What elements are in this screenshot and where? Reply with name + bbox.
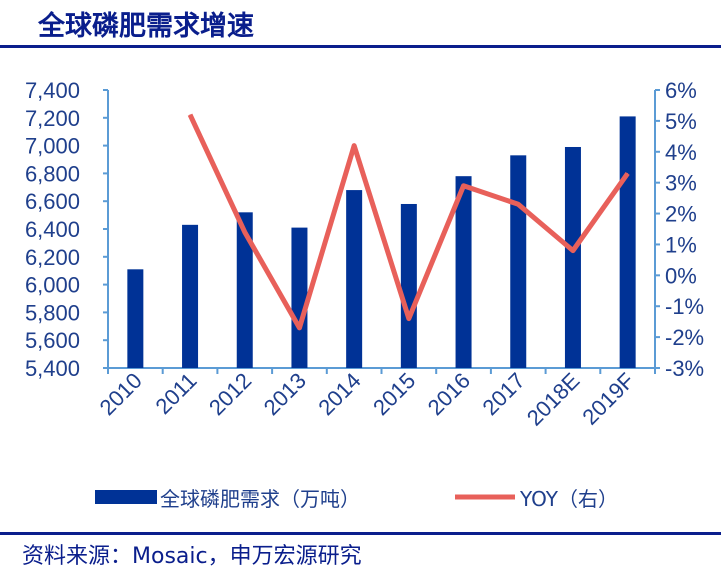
x-tick-label: 2014 [313,368,365,420]
bar-2017 [510,155,527,368]
bar-2013 [291,227,308,368]
source-note: 资料来源：Mosaic，申万宏源研究 [22,544,362,569]
legend-line-label: YOY（右） [519,487,618,511]
right-tick-label: 5% [665,109,697,134]
yoy-point-2012 [244,231,246,233]
right-tick-label: 1% [665,232,697,257]
legend-bar-swatch [95,490,157,504]
x-tick-label: 2013 [259,368,311,420]
yoy-point-2018E [572,250,574,252]
left-tick-label: 5,800 [25,300,80,325]
left-tick-label: 6,000 [25,273,80,298]
footer-divider [0,532,721,535]
left-tick-label: 5,400 [25,356,80,381]
x-tick-label: 2016 [423,368,475,420]
right-tick-label: 2% [665,202,697,227]
x-tick-label: 2019F [577,368,639,430]
chart-title: 全球磷肥需求增速 [38,11,254,42]
left-tick-label: 5,600 [25,328,80,353]
right-tick-label: -2% [665,325,704,350]
left-tick-label: 6,400 [25,217,80,242]
bar-2018E [564,146,581,368]
title-divider [0,45,721,48]
bar-2012 [236,212,253,368]
yoy-point-2016 [463,185,465,187]
x-tick-label: 2011 [150,368,201,419]
right-tick-label: 4% [665,140,697,165]
left-tick-label: 7,200 [25,106,80,131]
left-tick-label: 6,800 [25,161,80,186]
yoy-point-2015 [408,318,410,320]
yoy-point-2014 [353,145,355,147]
bar-2015 [400,203,417,368]
right-tick-label: 3% [665,171,697,196]
right-tick-label: 0% [665,263,697,288]
x-tick-label: 2012 [204,368,256,420]
bar-2011 [182,224,199,368]
x-tick-label: 2018E [522,368,585,431]
yoy-point-2019F [627,172,629,174]
left-tick-label: 7,000 [25,134,80,159]
legend-bar-label: 全球磷肥需求（万吨） [160,487,360,511]
left-tick-label: 6,600 [25,189,80,214]
bar-2016 [455,176,472,368]
yoy-point-2017 [517,203,519,205]
right-tick-label: -3% [665,356,704,381]
bar-2010 [127,269,144,368]
left-tick-label: 6,200 [25,245,80,270]
bar-2014 [346,190,363,368]
x-tick-label: 2010 [95,368,147,420]
right-tick-label: -1% [665,294,704,319]
x-tick-label: 2015 [368,368,420,420]
yoy-point-2013 [298,327,300,329]
yoy-point-2011 [189,114,191,116]
bar-2019F [619,116,636,368]
left-tick-label: 7,400 [25,78,80,103]
right-tick-label: 6% [665,78,697,103]
